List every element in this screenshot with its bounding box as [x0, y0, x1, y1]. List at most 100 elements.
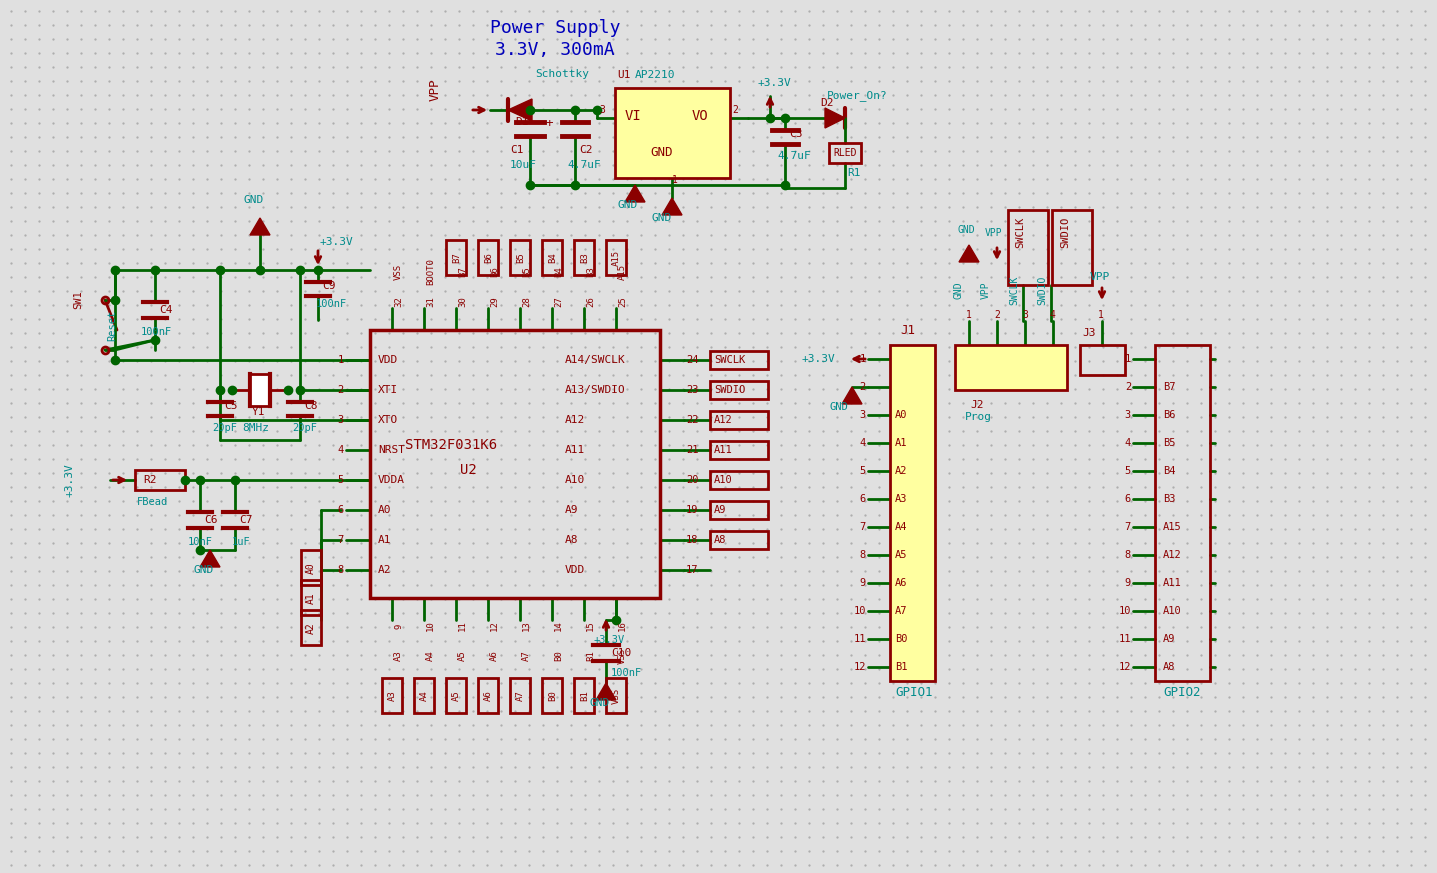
Text: 3: 3 — [599, 105, 605, 115]
Text: B4: B4 — [547, 252, 558, 264]
Bar — [300, 610, 320, 645]
Text: SWDIO: SWDIO — [1038, 275, 1048, 305]
Text: A5: A5 — [895, 550, 908, 560]
Text: B7: B7 — [458, 266, 467, 278]
Text: A4: A4 — [420, 691, 430, 701]
Polygon shape — [509, 99, 532, 121]
Text: 12: 12 — [1118, 662, 1131, 672]
Text: VO: VO — [693, 109, 708, 123]
Text: 2: 2 — [731, 105, 737, 115]
Text: 15: 15 — [586, 621, 595, 631]
Text: SWDIO: SWDIO — [1061, 217, 1071, 248]
Text: A9: A9 — [1163, 634, 1175, 644]
Text: A6: A6 — [484, 691, 493, 701]
Text: SW1: SW1 — [73, 291, 83, 309]
Text: VSS: VSS — [618, 648, 627, 664]
Text: 100nF: 100nF — [316, 299, 348, 309]
Text: 5: 5 — [338, 475, 343, 485]
Text: C3: C3 — [789, 129, 802, 139]
Text: 3: 3 — [859, 410, 867, 420]
Text: 19: 19 — [685, 505, 698, 515]
Text: 21: 21 — [685, 445, 698, 455]
Text: SWDIO: SWDIO — [714, 385, 746, 395]
Text: VSS: VSS — [612, 688, 621, 704]
Bar — [710, 381, 767, 399]
Text: J1: J1 — [900, 325, 915, 338]
Text: 8MHz: 8MHz — [241, 423, 269, 433]
Text: 16: 16 — [618, 621, 627, 631]
Text: B3: B3 — [1163, 494, 1175, 504]
Bar — [135, 470, 185, 490]
Text: 4.7uF: 4.7uF — [777, 151, 810, 161]
Text: B6: B6 — [1163, 410, 1175, 420]
Text: A12: A12 — [1163, 550, 1181, 560]
Text: 2: 2 — [994, 310, 1000, 320]
Text: 22: 22 — [685, 415, 698, 425]
Text: A12: A12 — [714, 415, 733, 425]
Text: 32: 32 — [394, 297, 402, 307]
Text: XTI: XTI — [378, 385, 398, 395]
Polygon shape — [250, 218, 270, 235]
Text: VPP: VPP — [984, 228, 1003, 238]
Text: +3.3V: +3.3V — [65, 463, 75, 497]
Text: 18: 18 — [685, 535, 698, 545]
Text: B4: B4 — [555, 266, 563, 278]
Text: C9: C9 — [322, 281, 335, 291]
Text: A1: A1 — [895, 438, 908, 448]
Text: C7: C7 — [239, 515, 253, 525]
Bar — [573, 240, 593, 275]
Text: A7: A7 — [895, 606, 908, 616]
Text: GND: GND — [244, 195, 264, 205]
Text: B1: B1 — [586, 650, 595, 662]
Text: 8: 8 — [859, 550, 867, 560]
Bar — [414, 678, 434, 713]
Text: A0: A0 — [378, 505, 391, 515]
Text: 4: 4 — [338, 445, 343, 455]
Text: 10: 10 — [854, 606, 867, 616]
Bar — [510, 240, 530, 275]
Text: 30: 30 — [458, 297, 467, 307]
Bar — [573, 678, 593, 713]
Text: B3: B3 — [586, 266, 595, 278]
Text: B4: B4 — [1163, 466, 1175, 476]
Text: VDD: VDD — [565, 565, 585, 575]
Text: +3.3V: +3.3V — [593, 635, 625, 645]
Bar — [956, 345, 1068, 390]
Polygon shape — [662, 198, 683, 215]
Text: R1: R1 — [846, 168, 861, 178]
Text: 24: 24 — [685, 355, 698, 365]
Text: B6: B6 — [484, 252, 493, 264]
Bar — [382, 678, 402, 713]
Text: 31: 31 — [425, 297, 435, 307]
Text: B5: B5 — [1163, 438, 1175, 448]
Text: A12: A12 — [565, 415, 585, 425]
Text: J2: J2 — [970, 400, 983, 410]
Text: B5: B5 — [522, 266, 532, 278]
Text: 9: 9 — [394, 623, 402, 629]
Text: +3.3V: +3.3V — [757, 78, 792, 88]
Text: 2: 2 — [859, 382, 867, 392]
Text: 25: 25 — [618, 297, 627, 307]
Text: 1: 1 — [673, 175, 678, 185]
Text: A1: A1 — [306, 592, 316, 604]
Bar — [710, 441, 767, 459]
Text: 100nF: 100nF — [141, 327, 172, 337]
Text: SWCLK: SWCLK — [1009, 275, 1019, 305]
Text: Power Supply: Power Supply — [490, 19, 621, 37]
Bar — [250, 374, 270, 406]
Text: GND: GND — [616, 200, 637, 210]
Text: A3: A3 — [895, 494, 908, 504]
Text: 23: 23 — [685, 385, 698, 395]
Text: R2: R2 — [144, 475, 157, 485]
Text: 1: 1 — [859, 354, 867, 364]
Text: GPIO1: GPIO1 — [895, 686, 933, 699]
Text: 6: 6 — [1125, 494, 1131, 504]
Text: SWCLK: SWCLK — [1015, 217, 1025, 248]
Text: Power_On?: Power_On? — [828, 91, 888, 101]
Text: AP2210: AP2210 — [635, 70, 675, 80]
Text: 13: 13 — [522, 621, 532, 631]
Text: A8: A8 — [1163, 662, 1175, 672]
Text: A14/SWCLK: A14/SWCLK — [565, 355, 625, 365]
Text: VDDA: VDDA — [378, 475, 405, 485]
Bar — [1052, 210, 1092, 285]
